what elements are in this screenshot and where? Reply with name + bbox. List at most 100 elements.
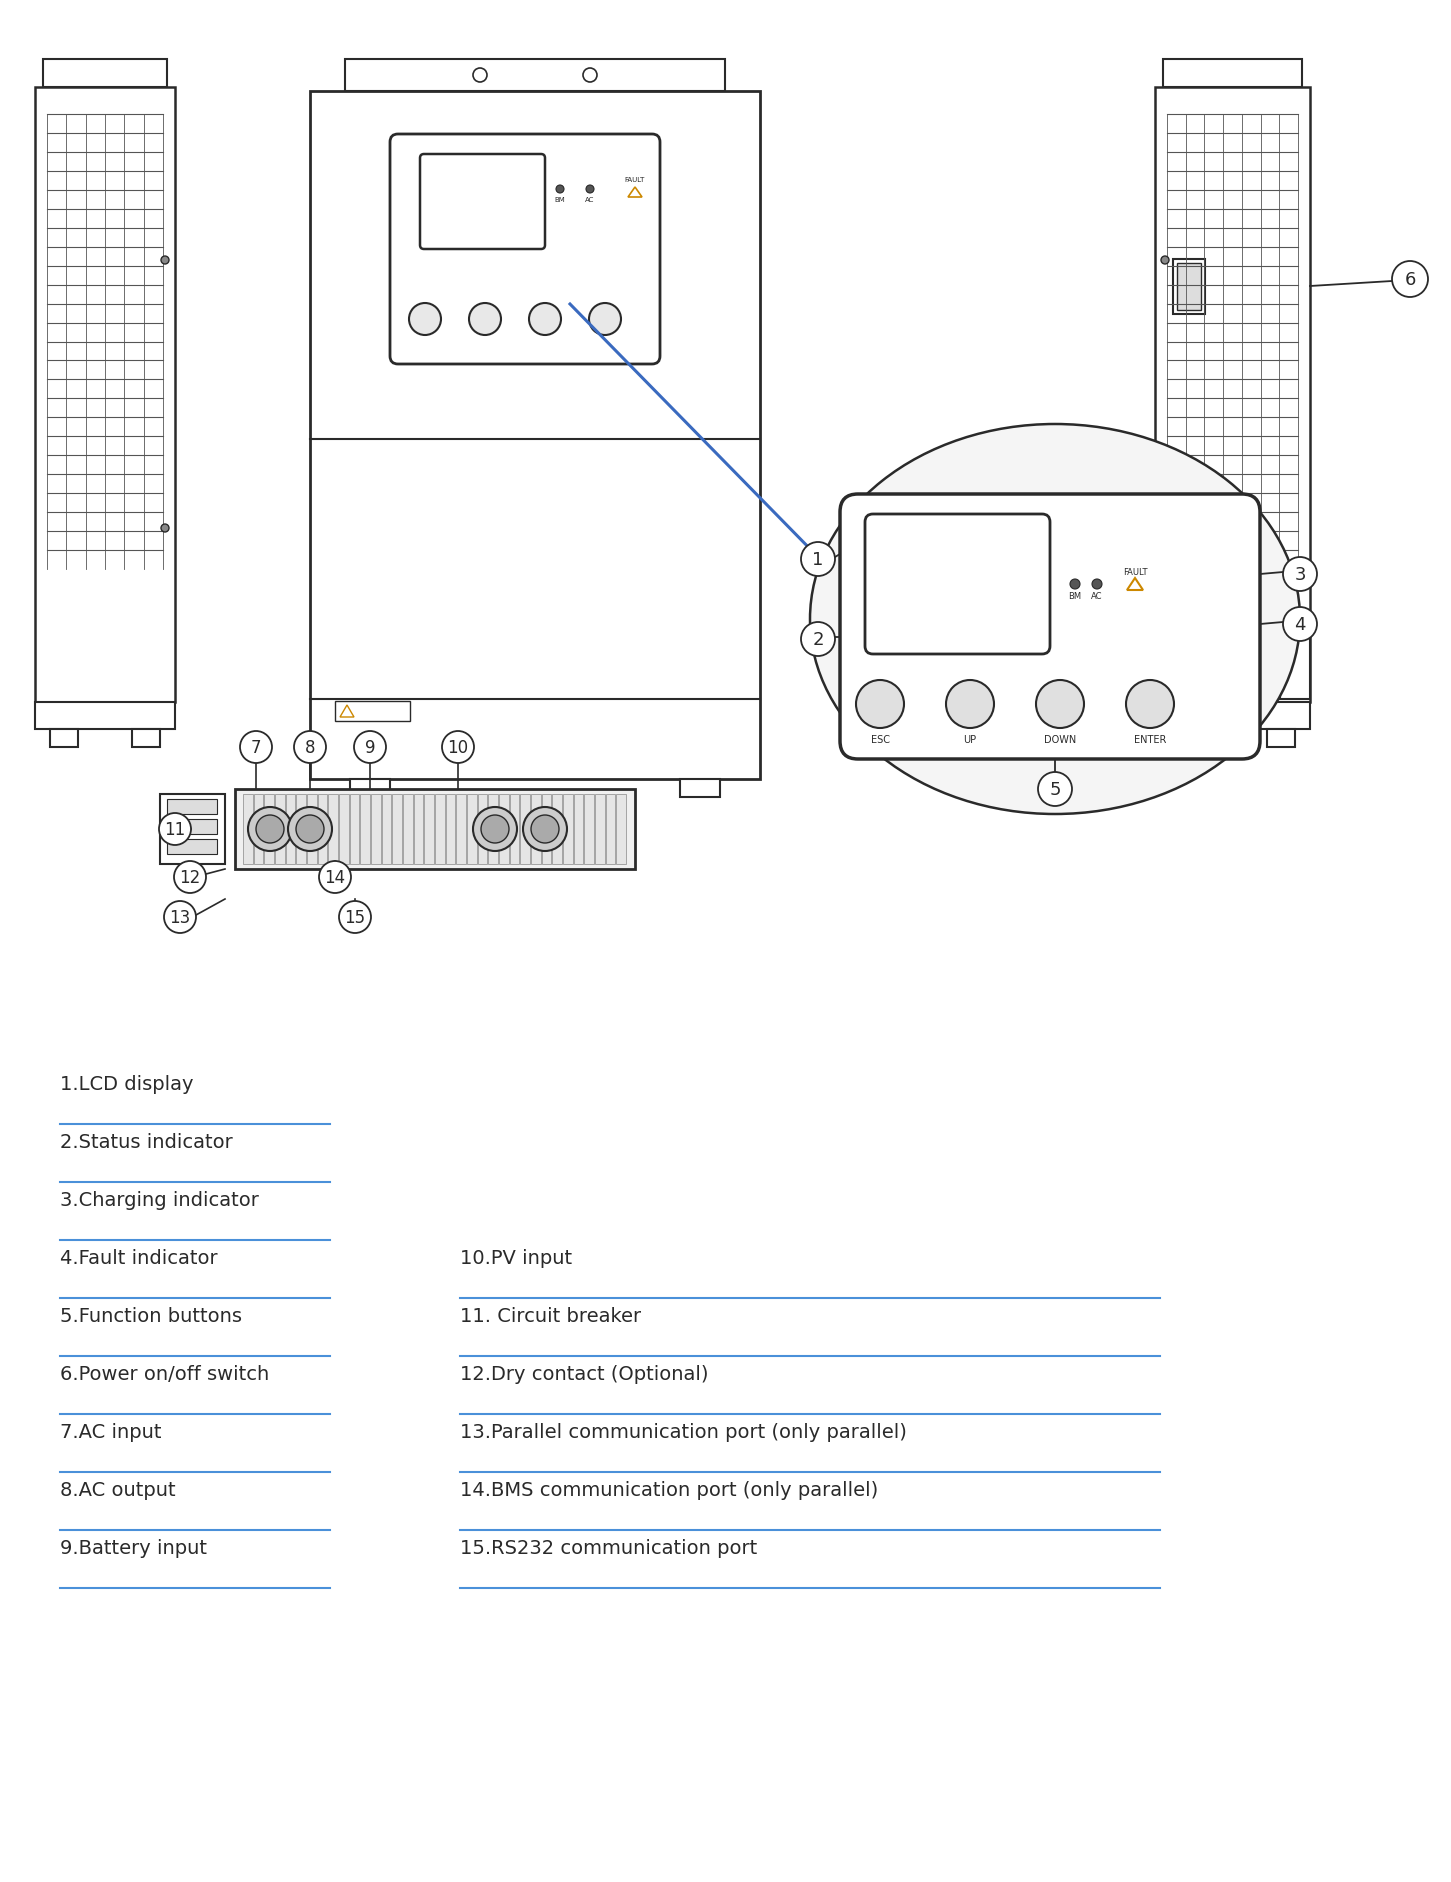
- Circle shape: [473, 807, 517, 851]
- Bar: [456, 794, 466, 864]
- Circle shape: [530, 303, 562, 335]
- Text: 4: 4: [1294, 615, 1306, 634]
- Text: 6: 6: [1405, 271, 1416, 288]
- Circle shape: [443, 732, 474, 764]
- Circle shape: [409, 303, 441, 335]
- Text: 15.RS232 communication port: 15.RS232 communication port: [460, 1538, 757, 1556]
- Bar: [1164, 60, 1302, 88]
- Circle shape: [174, 862, 206, 894]
- Bar: [132, 730, 160, 747]
- Bar: [44, 60, 167, 88]
- Bar: [49, 730, 78, 747]
- Bar: [445, 794, 456, 864]
- Bar: [318, 794, 328, 864]
- Circle shape: [287, 807, 332, 851]
- Text: 14.BMS communication port (only parallel): 14.BMS communication port (only parallel…: [460, 1481, 878, 1500]
- Bar: [345, 60, 726, 92]
- Bar: [541, 794, 551, 864]
- Circle shape: [1126, 681, 1174, 728]
- Bar: [489, 794, 498, 864]
- Circle shape: [164, 901, 196, 933]
- Bar: [392, 794, 402, 864]
- Bar: [360, 794, 370, 864]
- Text: 7: 7: [251, 738, 261, 757]
- Circle shape: [856, 681, 904, 728]
- Bar: [160, 794, 225, 864]
- Circle shape: [583, 70, 596, 83]
- Circle shape: [295, 732, 326, 764]
- FancyBboxPatch shape: [390, 136, 660, 365]
- Circle shape: [1283, 557, 1318, 591]
- Circle shape: [255, 815, 284, 843]
- Text: 15: 15: [344, 909, 366, 926]
- Bar: [573, 794, 583, 864]
- Bar: [681, 779, 720, 798]
- Circle shape: [319, 862, 351, 894]
- Bar: [1267, 730, 1294, 747]
- Bar: [521, 794, 530, 864]
- Bar: [371, 794, 380, 864]
- Circle shape: [946, 681, 994, 728]
- Circle shape: [161, 525, 168, 533]
- Text: ENTER: ENTER: [1133, 734, 1167, 745]
- Text: AC: AC: [585, 198, 595, 203]
- Bar: [531, 794, 541, 864]
- Text: 9.Battery input: 9.Battery input: [59, 1538, 207, 1556]
- Text: 8.AC output: 8.AC output: [59, 1481, 176, 1500]
- Circle shape: [354, 732, 386, 764]
- Text: 3.Charging indicator: 3.Charging indicator: [59, 1191, 258, 1210]
- Circle shape: [1392, 262, 1428, 297]
- Text: 12.Dry contact (Optional): 12.Dry contact (Optional): [460, 1364, 708, 1383]
- Bar: [340, 794, 348, 864]
- Bar: [1280, 630, 1310, 700]
- Circle shape: [556, 186, 564, 194]
- Text: 13: 13: [170, 909, 190, 926]
- Text: 1.LCD display: 1.LCD display: [59, 1075, 193, 1093]
- Text: 13.Parallel communication port (only parallel): 13.Parallel communication port (only par…: [460, 1423, 907, 1442]
- Bar: [467, 794, 477, 864]
- Circle shape: [239, 732, 271, 764]
- Circle shape: [1161, 525, 1170, 533]
- Circle shape: [1161, 256, 1170, 265]
- Circle shape: [160, 813, 192, 845]
- Bar: [335, 702, 411, 721]
- Bar: [276, 794, 284, 864]
- Text: 5: 5: [1049, 781, 1061, 798]
- Circle shape: [589, 303, 621, 335]
- Bar: [382, 794, 392, 864]
- Bar: [414, 794, 424, 864]
- Bar: [254, 794, 263, 864]
- Circle shape: [248, 807, 292, 851]
- Circle shape: [1069, 580, 1080, 589]
- Bar: [424, 794, 434, 864]
- Text: 10.PV input: 10.PV input: [460, 1248, 572, 1267]
- Bar: [350, 794, 360, 864]
- Text: 6.Power on/off switch: 6.Power on/off switch: [59, 1364, 270, 1383]
- Text: AC: AC: [1091, 591, 1103, 600]
- Text: 10: 10: [447, 738, 469, 757]
- Text: 8: 8: [305, 738, 315, 757]
- Bar: [328, 794, 338, 864]
- Text: 3: 3: [1294, 566, 1306, 583]
- Bar: [296, 794, 306, 864]
- Text: 11. Circuit breaker: 11. Circuit breaker: [460, 1306, 641, 1325]
- Circle shape: [296, 815, 324, 843]
- Bar: [563, 794, 573, 864]
- Text: 14: 14: [325, 868, 345, 886]
- FancyBboxPatch shape: [865, 514, 1051, 655]
- Circle shape: [531, 815, 559, 843]
- Bar: [435, 794, 444, 864]
- Bar: [1170, 730, 1199, 747]
- Bar: [242, 794, 252, 864]
- Text: 2.Status indicator: 2.Status indicator: [59, 1133, 232, 1152]
- Ellipse shape: [810, 425, 1300, 815]
- Bar: [35, 702, 176, 730]
- Bar: [1155, 88, 1310, 702]
- Text: UP: UP: [963, 734, 977, 745]
- Text: 4.Fault indicator: 4.Fault indicator: [59, 1248, 218, 1267]
- Text: 5.Function buttons: 5.Function buttons: [59, 1306, 242, 1325]
- Text: 1: 1: [813, 551, 824, 568]
- Bar: [167, 800, 218, 815]
- Text: BM: BM: [554, 198, 566, 203]
- Circle shape: [1036, 681, 1084, 728]
